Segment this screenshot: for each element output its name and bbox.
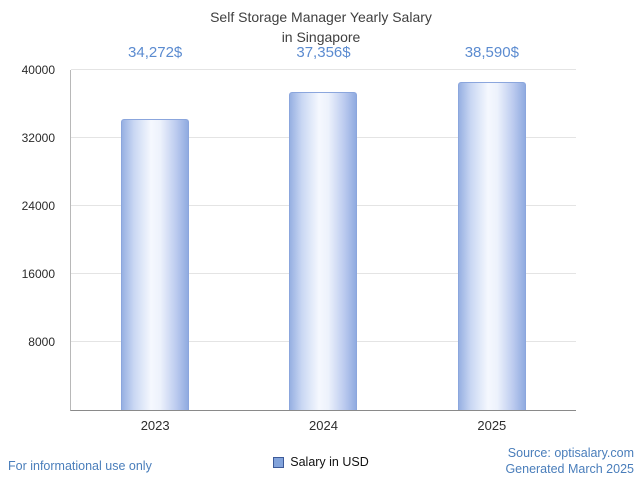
bar-value-label-2023: 34,272$ [128,44,183,61]
bar-chart: 34,272$ 37,356$ 38,590$ 8000 16000 24000 3200… [22,44,576,433]
bar-2023 [121,118,190,410]
bar-slot-2024 [239,70,407,410]
disclaimer-text: For informational use only [8,459,152,473]
y-tick-label: 16000 [21,267,55,281]
chart-title: Self Storage Manager Yearly Salary in Si… [0,8,642,47]
legend: Salary in USD [0,455,642,469]
y-tick-label: 8000 [28,335,55,349]
gridline [71,69,576,70]
bar-2024 [289,92,358,410]
y-tick-label: 24000 [21,199,55,213]
bar-2025 [457,82,526,410]
bars-container [71,70,576,410]
chart-title-line1: Self Storage Manager Yearly Salary [210,9,432,25]
generated-text: Generated March 2025 [505,461,634,476]
bar-value-label-2025: 38,590$ [464,44,519,61]
x-tick-label-2025: 2025 [477,418,507,433]
x-axis-labels: 2023 2024 2025 [71,410,576,433]
x-tick-label-2024: 2024 [309,418,338,433]
value-labels-row: 34,272$ 37,356$ 38,590$ [71,44,576,66]
source-block: Source: optisalary.com Generated March 2… [505,445,634,478]
y-tick-label: 40000 [21,63,55,77]
legend-label: Salary in USD [290,455,369,469]
chart-title-line2: in Singapore [281,28,361,45]
bar-slot-2023 [71,70,239,410]
legend-swatch-icon [273,456,285,468]
bar-value-label-2024: 37,356$ [296,44,351,61]
source-link[interactable]: Source: optisalary.com [507,445,634,460]
x-tick-label-2023: 2023 [140,418,170,433]
bar-slot-2025 [408,70,576,410]
y-tick-label: 32000 [21,131,55,145]
